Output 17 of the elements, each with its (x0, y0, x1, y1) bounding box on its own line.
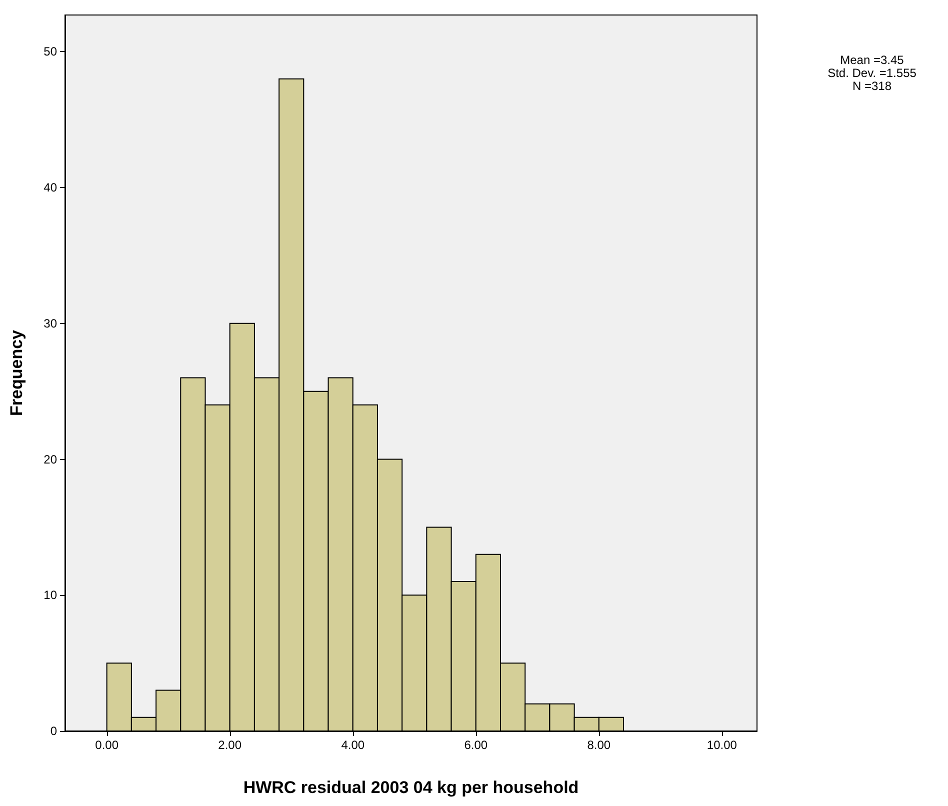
x-tick-label: 8.00 (587, 738, 611, 752)
x-tick-label: 6.00 (464, 738, 488, 752)
y-tick-label: 20 (44, 452, 58, 466)
x-tick-label: 4.00 (341, 738, 365, 752)
y-tick-label: 40 (44, 180, 58, 195)
x-axis-title: HWRC residual 2003 04 kg per household (243, 778, 579, 797)
y-tick-label: 10 (44, 588, 58, 602)
y-tick-label: 50 (44, 44, 58, 59)
y-tick-label: 30 (44, 316, 58, 330)
y-tick-label: 0 (50, 724, 58, 738)
y-axis-title: Frequency (7, 329, 26, 416)
text: Mean =3.45 (840, 53, 904, 67)
text: N =318 (852, 79, 892, 93)
x-tick-label: 0.00 (95, 738, 119, 752)
x-tick-label: 2.00 (218, 738, 242, 752)
x-tick-label: 10.00 (706, 738, 738, 752)
text: Std. Dev. =1.555 (828, 66, 917, 80)
